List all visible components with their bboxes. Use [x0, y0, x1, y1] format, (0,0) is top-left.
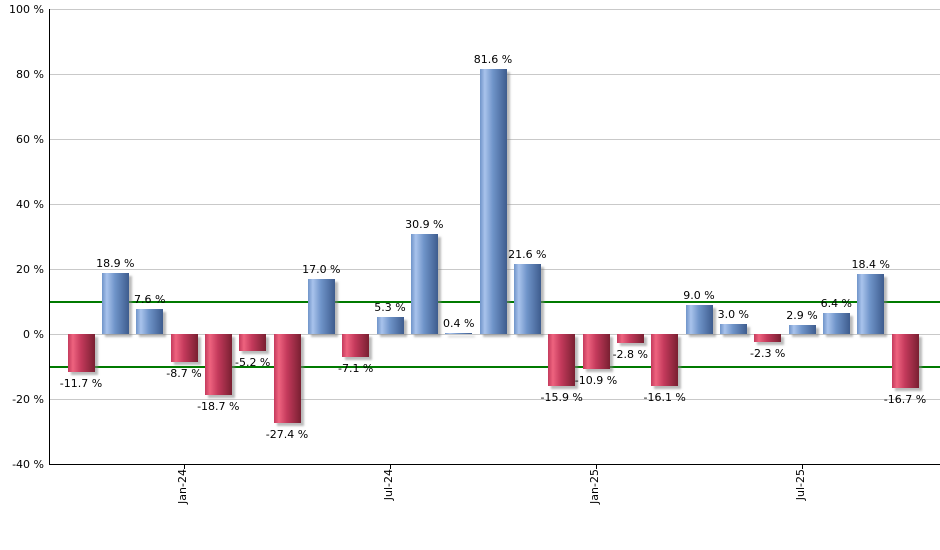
bar-value-label: -5.2 %: [234, 355, 271, 369]
bar-value-label: -2.3 %: [749, 346, 786, 360]
bar: [891, 334, 919, 389]
y-tick-label: 0 %: [23, 327, 44, 341]
bar-value-label: -16.7 %: [883, 393, 927, 407]
x-tick-mark: [184, 464, 185, 469]
bar: [101, 272, 129, 334]
x-tick-label: Jul-25: [794, 469, 807, 501]
bar-value-label: 81.6 %: [473, 52, 513, 66]
y-tick-label: 100 %: [9, 2, 44, 16]
bar-value-label: -8.7 %: [166, 367, 202, 381]
bar: [445, 332, 473, 334]
bar: [685, 304, 713, 335]
gridline-y-0: [50, 334, 940, 335]
bar-value-label: -7.1 %: [337, 362, 374, 376]
x-tick-label: Jul-24: [382, 469, 395, 501]
threshold-line--10: [50, 366, 940, 368]
bar: [273, 334, 301, 423]
bar-value-label: 0.4 %: [442, 316, 475, 330]
bar-value-label: -11.7 %: [59, 377, 103, 390]
y-tick-label: -40 %: [12, 457, 44, 471]
x-tick-mark: [390, 464, 391, 469]
x-tick-mark: [802, 464, 803, 469]
bar: [170, 334, 198, 363]
bar-value-label: 3.0 %: [717, 308, 750, 322]
gridline-y-100: [50, 9, 940, 10]
bar: [582, 334, 610, 370]
bar-value-label: 17.0 %: [302, 262, 341, 276]
bar: [616, 334, 644, 344]
bar: [136, 309, 164, 334]
gridline-y--20: [50, 399, 940, 400]
x-axis-line: [49, 464, 940, 465]
y-tick-label: 80 %: [16, 67, 44, 81]
bar: [788, 324, 816, 334]
x-tick-mark: [596, 464, 597, 469]
bar-value-label: -27.4 %: [265, 428, 309, 442]
bar-value-label: 6.4 %: [820, 297, 853, 311]
bar-value-label: 30.9 %: [405, 217, 444, 231]
bar: [857, 274, 885, 334]
bar: [204, 334, 232, 395]
bar-value-label: -10.9 %: [574, 374, 618, 388]
bar-value-label: -2.8 %: [612, 348, 649, 362]
bar-value-label: -16.1 %: [643, 391, 686, 405]
bar-value-label: 2.9 %: [786, 308, 818, 322]
bar-value-label: 18.4 %: [851, 258, 890, 272]
bar-value-label: 18.9 %: [96, 256, 135, 270]
bar-value-label: -15.9 %: [540, 390, 583, 404]
bar: [719, 324, 747, 335]
bar: [479, 68, 507, 334]
y-tick-label: -20 %: [12, 392, 44, 406]
bar: [822, 313, 850, 334]
y-tick-label: 40 %: [16, 197, 44, 211]
bar: [548, 334, 576, 386]
bar-value-label: 7.6 %: [133, 293, 166, 307]
y-tick-label: 20 %: [16, 262, 44, 276]
bar-value-label: 5.3 %: [374, 300, 406, 314]
bar: [410, 233, 438, 334]
bar: [342, 334, 370, 358]
y-axis-line: [49, 9, 50, 464]
bar: [67, 334, 95, 372]
x-tick-label: Jan-24: [176, 469, 189, 504]
bar-value-label: -18.7 %: [197, 399, 240, 413]
bar: [239, 334, 267, 351]
bar: [754, 334, 782, 342]
bar: [307, 278, 335, 335]
bar: [376, 316, 404, 334]
bar: [651, 334, 679, 387]
x-tick-label: Jan-25: [588, 469, 601, 504]
y-tick-label: 60 %: [16, 132, 44, 146]
bar: [513, 263, 541, 334]
bar-value-label: 21.6 %: [508, 247, 547, 261]
bar-value-label: 9.0 %: [683, 288, 715, 302]
